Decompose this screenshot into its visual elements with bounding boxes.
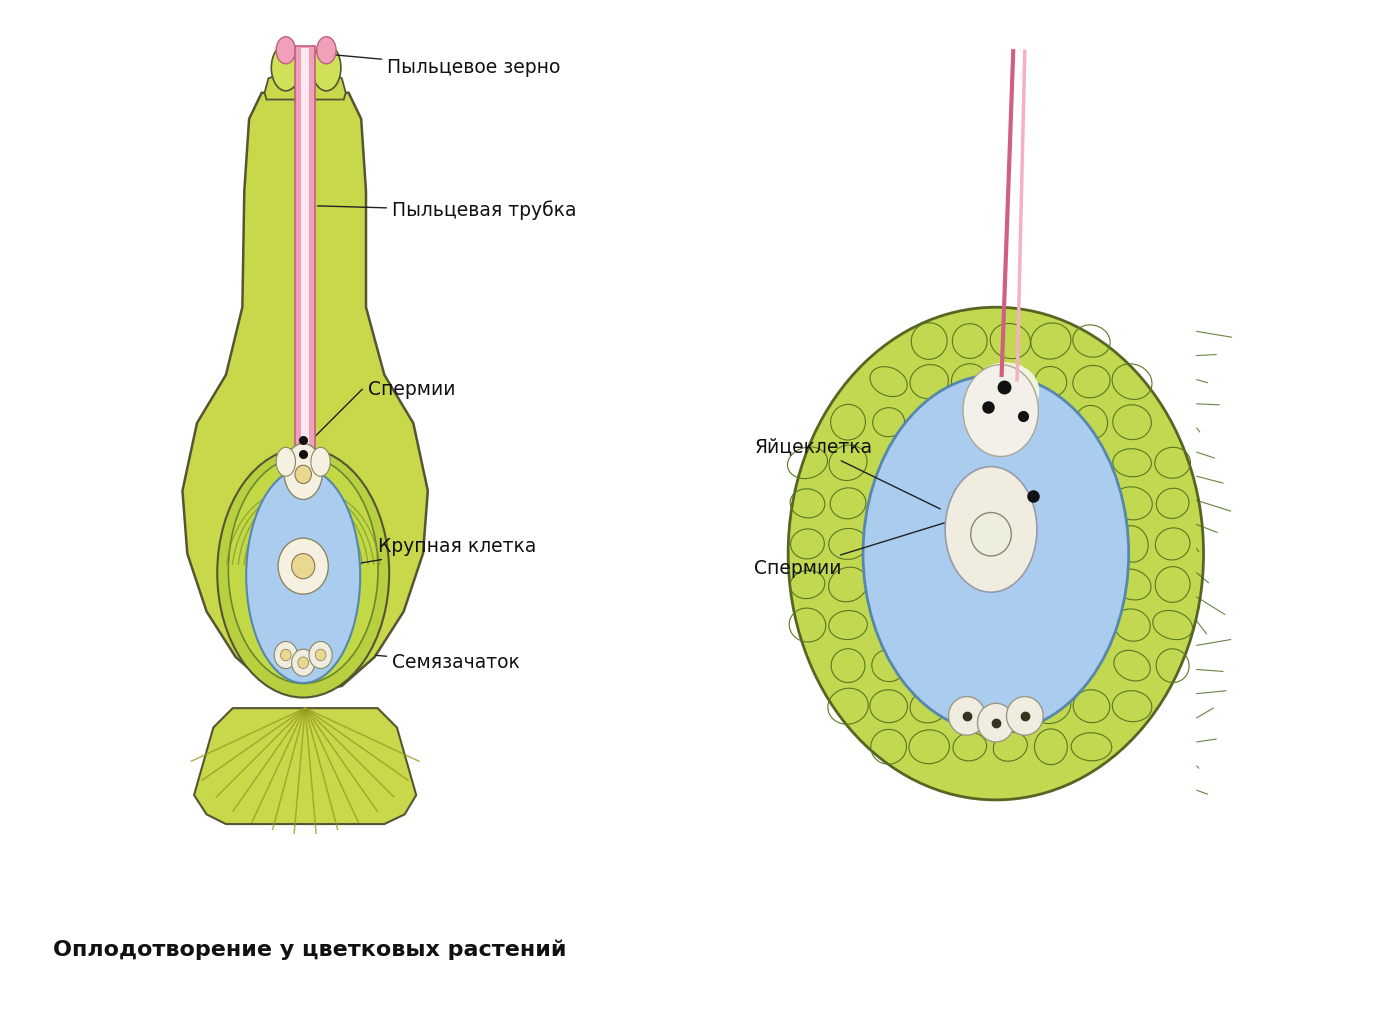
Text: Спермии: Спермии bbox=[308, 380, 456, 444]
Polygon shape bbox=[183, 92, 428, 694]
Ellipse shape bbox=[280, 649, 291, 661]
Ellipse shape bbox=[789, 307, 1203, 800]
Ellipse shape bbox=[315, 649, 326, 661]
Ellipse shape bbox=[312, 44, 341, 91]
Text: Семязачаток: Семязачаток bbox=[376, 654, 520, 672]
Ellipse shape bbox=[272, 44, 301, 91]
Polygon shape bbox=[301, 48, 309, 487]
Polygon shape bbox=[295, 46, 315, 488]
Text: Оплодотворение у цветковых растений: Оплодотворение у цветковых растений bbox=[53, 940, 567, 960]
Text: Крупная клетка: Крупная клетка bbox=[323, 538, 536, 569]
Ellipse shape bbox=[948, 697, 985, 736]
Ellipse shape bbox=[309, 641, 333, 669]
Ellipse shape bbox=[963, 364, 1038, 457]
Ellipse shape bbox=[945, 467, 1037, 592]
Ellipse shape bbox=[977, 703, 1015, 742]
Ellipse shape bbox=[274, 641, 298, 669]
Ellipse shape bbox=[218, 448, 389, 698]
Ellipse shape bbox=[295, 465, 312, 483]
Ellipse shape bbox=[247, 469, 360, 683]
Ellipse shape bbox=[317, 37, 335, 64]
Ellipse shape bbox=[298, 657, 309, 669]
Ellipse shape bbox=[972, 362, 1040, 421]
Ellipse shape bbox=[291, 554, 315, 579]
Ellipse shape bbox=[276, 447, 295, 476]
Ellipse shape bbox=[291, 649, 315, 676]
Ellipse shape bbox=[863, 374, 1128, 733]
Polygon shape bbox=[265, 72, 345, 100]
Ellipse shape bbox=[279, 538, 328, 594]
Polygon shape bbox=[194, 708, 416, 824]
Ellipse shape bbox=[970, 513, 1012, 556]
Ellipse shape bbox=[229, 457, 378, 683]
Ellipse shape bbox=[310, 447, 330, 476]
Ellipse shape bbox=[1006, 697, 1044, 736]
Text: Пыльцевая трубка: Пыльцевая трубка bbox=[317, 201, 577, 221]
Text: Пыльцевое зерно: Пыльцевое зерно bbox=[328, 54, 560, 77]
Text: Яйцеклетка: Яйцеклетка bbox=[754, 438, 940, 509]
Text: Спермии: Спермии bbox=[754, 497, 1030, 578]
Ellipse shape bbox=[276, 37, 295, 64]
Ellipse shape bbox=[284, 443, 323, 500]
